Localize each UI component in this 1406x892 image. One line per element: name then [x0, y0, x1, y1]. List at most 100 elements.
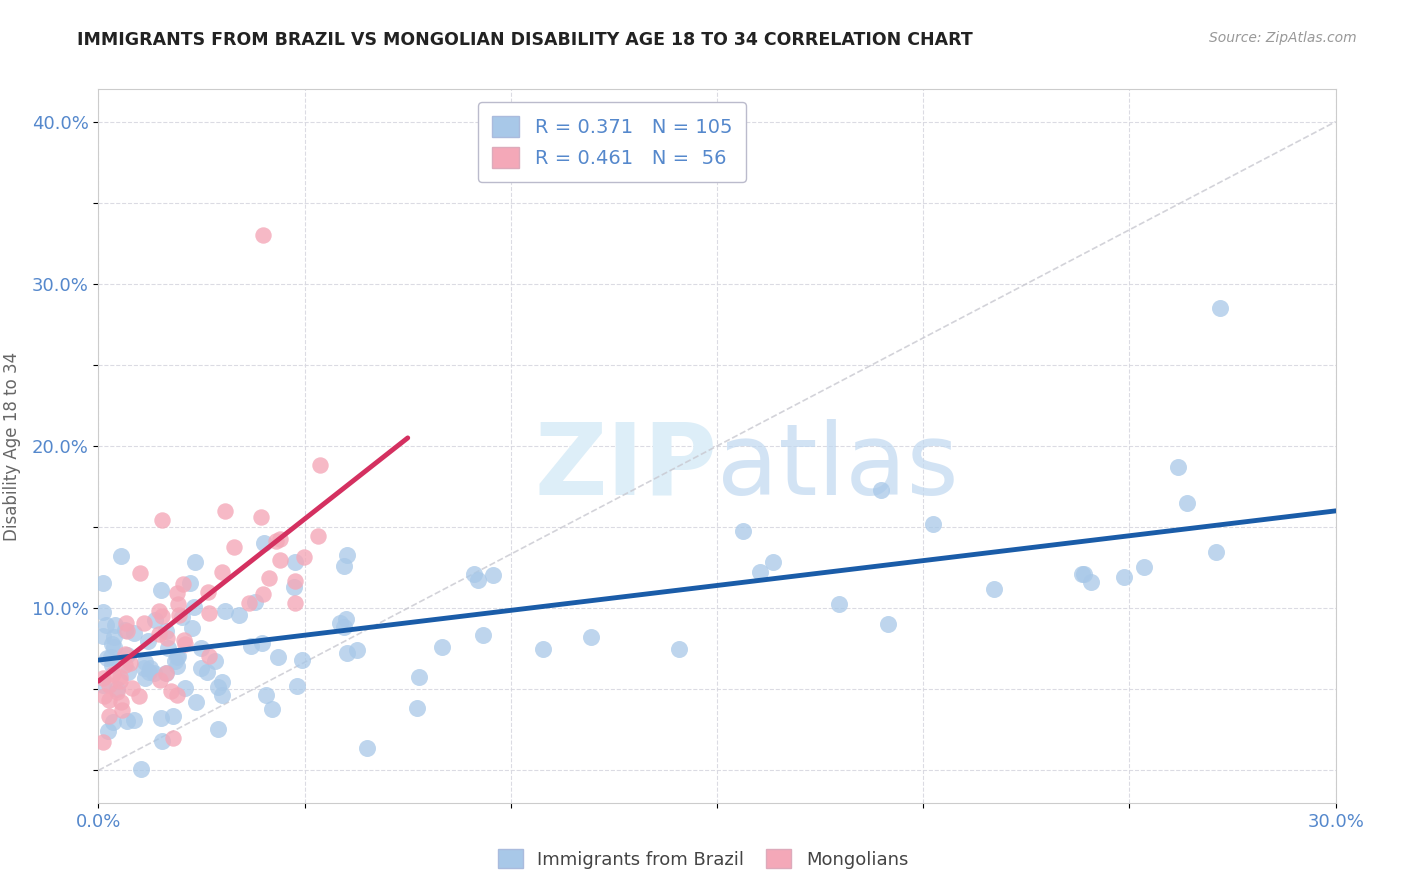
Legend: R = 0.371   N = 105, R = 0.461   N =  56: R = 0.371 N = 105, R = 0.461 N = 56: [478, 103, 745, 182]
Point: [877, 616, 900, 631]
Point: [105, 681, 128, 696]
Point: [195, 665, 218, 679]
Point: [91, 629, 114, 643]
Point: [668, 641, 690, 656]
Point: [91, 605, 114, 619]
Point: [143, 614, 166, 628]
Point: [101, 715, 124, 730]
Point: [163, 654, 186, 668]
Point: [97, 709, 120, 723]
Point: [463, 566, 485, 581]
Point: [150, 513, 173, 527]
Point: [117, 665, 139, 680]
Point: [155, 666, 177, 681]
Point: [257, 571, 280, 585]
Point: [122, 626, 145, 640]
Point: [179, 575, 201, 590]
Point: [211, 565, 233, 579]
Text: atlas: atlas: [717, 419, 959, 516]
Point: [104, 617, 127, 632]
Point: [96, 651, 118, 665]
Point: [103, 640, 125, 655]
Point: [162, 731, 184, 746]
Text: Source: ZipAtlas.com: Source: ZipAtlas.com: [1209, 31, 1357, 45]
Point: [155, 624, 177, 638]
Point: [198, 607, 221, 621]
Point: [173, 633, 195, 648]
Point: [174, 637, 197, 651]
Point: [254, 688, 277, 702]
Point: [115, 624, 138, 638]
Point: [93, 689, 115, 703]
Point: [97, 678, 120, 692]
Point: [114, 647, 136, 661]
Text: ZIP: ZIP: [534, 419, 717, 516]
Point: [173, 681, 195, 695]
Point: [482, 568, 505, 582]
Point: [291, 653, 314, 667]
Point: [172, 576, 194, 591]
Point: [432, 640, 454, 654]
Point: [335, 549, 357, 563]
Point: [121, 681, 143, 696]
Point: [91, 671, 114, 685]
Point: [100, 650, 122, 665]
Point: [285, 679, 308, 693]
Point: [132, 660, 155, 674]
Point: [139, 661, 162, 675]
Point: [172, 610, 194, 624]
Point: [155, 665, 177, 680]
Point: [211, 675, 233, 690]
Point: [356, 740, 378, 755]
Point: [467, 573, 489, 587]
Point: [264, 534, 287, 549]
Point: [238, 596, 260, 610]
Point: [222, 540, 245, 554]
Point: [190, 661, 212, 675]
Point: [749, 565, 772, 579]
Point: [333, 620, 356, 634]
Point: [197, 585, 219, 599]
Point: [98, 692, 121, 706]
Point: [115, 714, 138, 728]
Point: [309, 458, 332, 472]
Point: [149, 583, 172, 598]
Point: [124, 713, 146, 727]
Point: [250, 636, 273, 650]
Text: IMMIGRANTS FROM BRAZIL VS MONGOLIAN DISABILITY AGE 18 TO 34 CORRELATION CHART: IMMIGRANTS FROM BRAZIL VS MONGOLIAN DISA…: [77, 31, 973, 49]
Point: [292, 549, 315, 564]
Point: [207, 723, 229, 737]
Point: [114, 616, 136, 631]
Point: [166, 586, 188, 600]
Point: [166, 650, 188, 665]
Point: [101, 637, 124, 651]
Point: [1080, 574, 1102, 589]
Point: [245, 595, 267, 609]
Point: [128, 689, 150, 703]
Point: [1175, 496, 1198, 510]
Point: [184, 555, 207, 569]
Point: [1114, 570, 1136, 584]
Point: [333, 559, 356, 574]
Point: [207, 680, 229, 694]
Point: [405, 700, 427, 714]
Point: [336, 646, 359, 660]
Point: [253, 536, 276, 550]
Point: [166, 649, 188, 664]
Point: [531, 642, 554, 657]
Point: [157, 641, 180, 656]
Point: [250, 509, 273, 524]
Point: [211, 688, 233, 702]
Point: [150, 733, 173, 747]
Point: [114, 658, 136, 673]
Point: [114, 623, 136, 637]
Point: [269, 553, 291, 567]
Y-axis label: Disability Age 18 to 34: Disability Age 18 to 34: [3, 351, 21, 541]
Point: [128, 566, 150, 581]
Point: [115, 648, 138, 662]
Point: [262, 702, 284, 716]
Point: [103, 630, 125, 644]
Point: [101, 658, 124, 673]
Point: [108, 669, 131, 683]
Point: [335, 612, 357, 626]
